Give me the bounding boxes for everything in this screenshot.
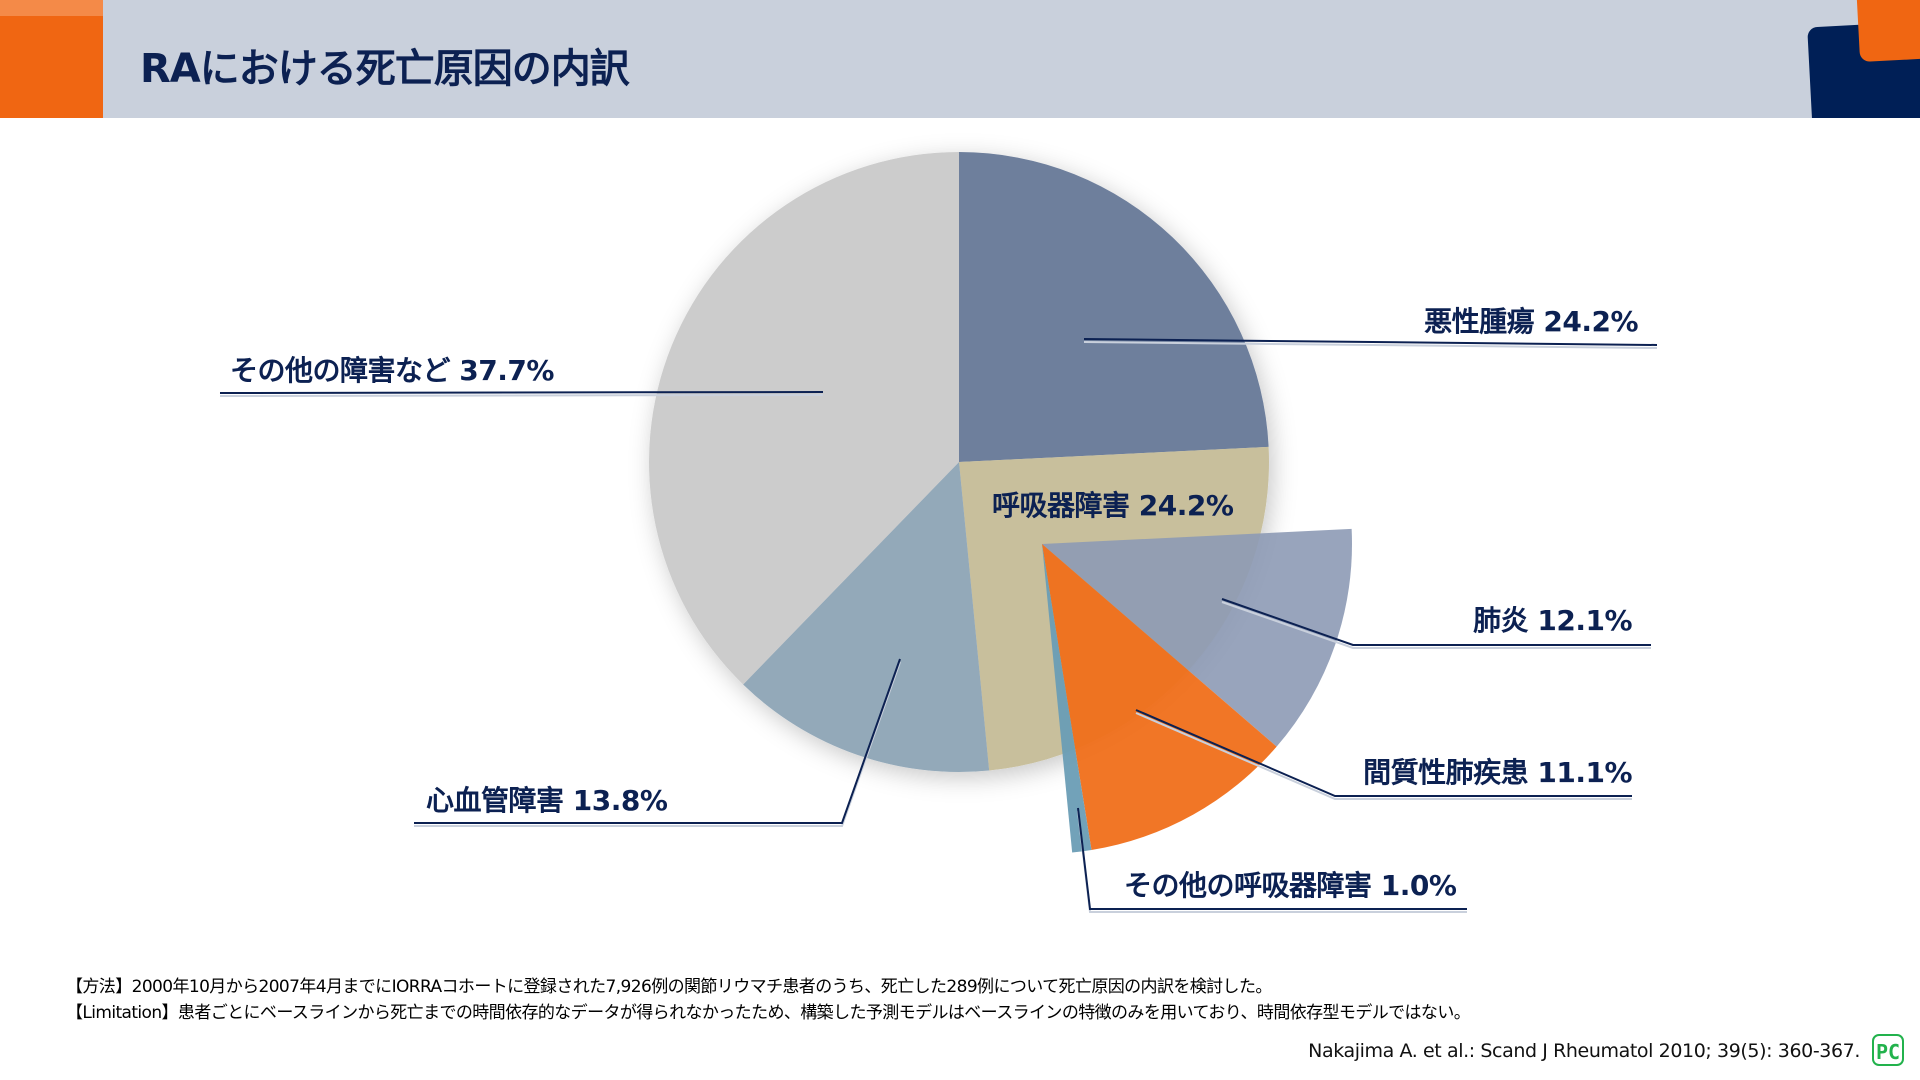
pie-slice-2 <box>743 462 990 772</box>
leader-other-disorders-shadow <box>219 394 824 397</box>
label-interstitial-lung-disease: 間質性肺疾患 11.1% <box>1363 756 1632 789</box>
citation: Nakajima A. et al.: Scand J Rheumatol 20… <box>1308 1040 1860 1062</box>
pie-slice-3 <box>649 152 959 685</box>
label-respiratory: 呼吸器障害 24.2% <box>992 489 1234 522</box>
method-note: 【方法】2000年10月から2007年4月までにIORRAコホートに登録された7… <box>66 977 1272 997</box>
sub-slice-1 <box>1042 544 1277 851</box>
title-bar <box>0 0 1920 118</box>
accent-block <box>0 0 103 118</box>
leader-interstitial-lung-disease-shadow <box>1135 712 1632 800</box>
pc-logo: PC <box>1872 1034 1904 1066</box>
limitation-note: 【Limitation】患者ごとにベースラインから死亡までの時間依存的なデータが… <box>66 1003 1471 1023</box>
label-malignant-tumor: 悪性腫瘍 24.2% <box>1424 305 1638 338</box>
leader-other-respiratory <box>1077 807 1467 910</box>
page-title: RAにおける死亡原因の内訳 <box>140 46 630 92</box>
sub-slice-2 <box>1042 544 1092 853</box>
leader-pneumonia-shadow <box>1221 601 1651 649</box>
pie-slice-0 <box>959 152 1269 462</box>
accent-strip <box>0 0 103 16</box>
label-cardiovascular: 心血管障害 13.8% <box>426 784 668 817</box>
leader-pneumonia <box>1221 598 1651 646</box>
leader-other-disorders <box>219 391 824 394</box>
leader-cardiovascular-shadow <box>414 661 901 827</box>
leader-cardiovascular <box>414 658 901 824</box>
label-pneumonia: 肺炎 12.1% <box>1473 604 1632 637</box>
label-other-respiratory: その他の呼吸器障害 1.0% <box>1124 869 1457 902</box>
sub-slice-0 <box>1042 528 1353 747</box>
leader-malignant-tumor <box>1083 338 1658 346</box>
leader-interstitial-lung-disease <box>1135 709 1632 797</box>
label-other-disorders: その他の障害など 37.7% <box>230 354 554 387</box>
leader-malignant-tumor-shadow <box>1083 341 1658 349</box>
